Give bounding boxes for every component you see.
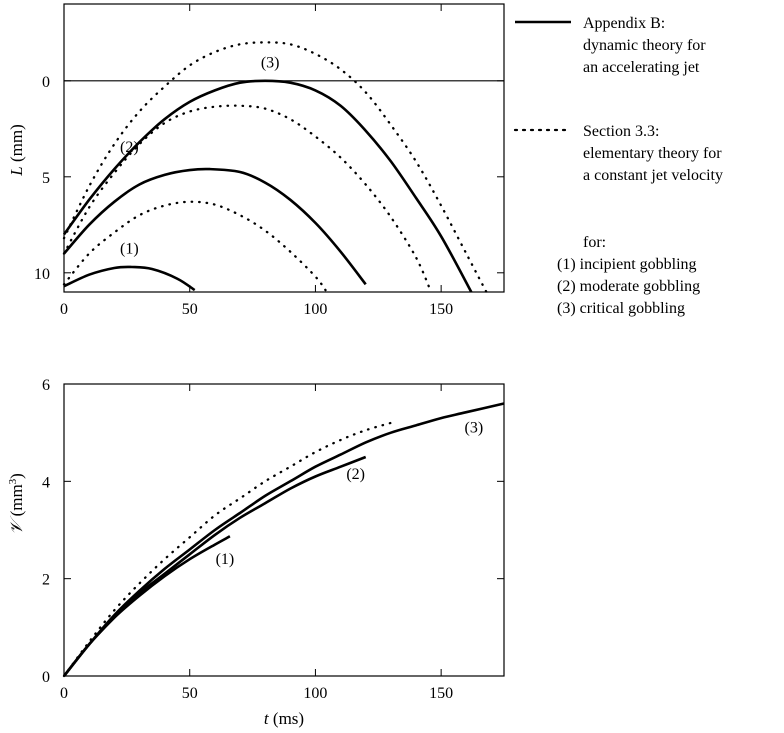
- legend-dotted-desc-line-1: elementary theory for: [583, 145, 722, 162]
- top-annotation-0: (1): [120, 241, 139, 258]
- top-x-tick-label-1: 50: [182, 301, 198, 318]
- legend-solid-title: Appendix B:: [583, 15, 665, 32]
- bot-x-tick-label-1: 50: [182, 685, 198, 702]
- bottom-y-axis-label: 𝒱 (mm3): [7, 473, 26, 535]
- legend-dotted-desc-line-2: a constant jet velocity: [583, 167, 723, 184]
- legend-solid-desc-line-1: dynamic theory for: [583, 37, 706, 54]
- bottom-series-group: [62, 402, 505, 678]
- bot-series-solid-1: [62, 455, 367, 677]
- bot-series-solid-2: [62, 402, 505, 677]
- bottom-annotations: (1) (2) (3): [216, 420, 484, 568]
- bot-series-solid-0: [62, 535, 231, 677]
- top-series-group: [62, 41, 488, 294]
- bot-x-tick-label-3: 150: [429, 685, 453, 702]
- top-y-tick-label-1: 5: [42, 170, 50, 187]
- top-annotation-2: (3): [261, 54, 280, 71]
- legend-dotted-title: Section 3.3:: [583, 123, 659, 140]
- bot-series-dotted-3: [62, 421, 393, 678]
- bot-y-tick-label-2: 4: [42, 474, 50, 491]
- top-annotations: (1) (2) (3): [120, 54, 279, 257]
- top-x-tick-label-3: 150: [429, 301, 453, 318]
- top-annotation-1: (2): [120, 139, 139, 156]
- top-panel: 0 50 100 150 0 5 10 (1) (2) (3) L (mm): [7, 3, 505, 318]
- top-series-solid-0: [63, 265, 196, 292]
- top-series-solid-2: [62, 79, 473, 293]
- legend-case-2: (2) moderate gobbling: [557, 278, 700, 295]
- legend-case-1: (1) incipient gobbling: [557, 256, 697, 273]
- bot-x-tick-label-2: 100: [303, 685, 327, 702]
- legend-for-label: for:: [583, 234, 606, 251]
- bot-annotation-2: (3): [465, 420, 484, 437]
- top-x-tick-label-2: 100: [303, 301, 327, 318]
- bottom-x-axis-label: t (ms): [264, 709, 304, 728]
- top-plot-frame: [63, 3, 505, 293]
- legend-case-3: (3) critical gobbling: [557, 300, 685, 317]
- bot-y-tick-label-0: 0: [42, 669, 50, 686]
- bot-annotation-0: (1): [216, 551, 235, 568]
- top-x-tick-label-0: 0: [60, 301, 68, 318]
- bottom-panel: 0 50 100 150 0 2 4 6 (1) (2) (3) 𝒱 (mm3) t (ms): [7, 377, 505, 728]
- legend: Appendix B: dynamic theory for an accele…: [513, 15, 723, 317]
- top-series-dotted-5: [62, 41, 488, 294]
- top-series-dotted-3: [62, 200, 327, 292]
- top-y-axis-label: L (mm): [7, 124, 26, 177]
- bot-y-tick-label-1: 2: [42, 572, 50, 589]
- bottom-axis-ticks: 0 50 100 150 0 2 4 6: [42, 377, 504, 702]
- top-axis-ticks: 0 50 100 150 0 5 10: [34, 4, 504, 318]
- bot-y-tick-label-3: 6: [42, 377, 50, 394]
- bot-annotation-1: (2): [346, 466, 365, 483]
- bottom-plot-frame: [63, 383, 505, 677]
- top-y-tick-label-2: 10: [34, 266, 50, 283]
- legend-solid-desc-line-2: an accelerating jet: [583, 59, 700, 76]
- bot-x-tick-label-0: 0: [60, 685, 68, 702]
- top-series-solid-1: [63, 167, 367, 286]
- top-y-tick-label-0: 0: [42, 74, 50, 91]
